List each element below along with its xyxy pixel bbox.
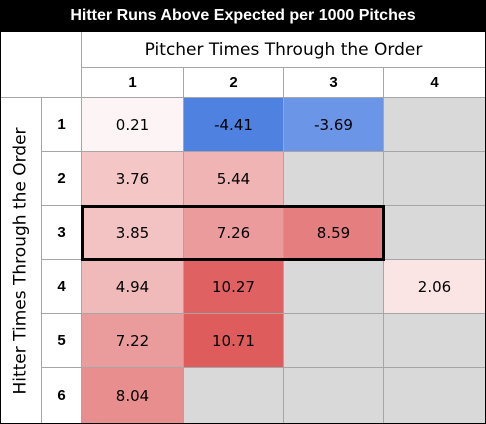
cell: 10.27 [184,260,284,314]
row-label: 2 [42,152,82,206]
cell: 3.76 [82,152,184,206]
cell [384,368,486,424]
cell: 10.71 [184,314,284,368]
cell: -4.41 [184,98,284,152]
cell [384,98,486,152]
column-label: 4 [384,68,486,98]
cell [284,368,384,424]
column-label: 3 [284,68,384,98]
cell [384,314,486,368]
column-label: 1 [82,68,184,98]
row-label: 6 [42,368,82,424]
cell [184,368,284,424]
row-label: 5 [42,314,82,368]
row-header-text: Hitter Times Through the Order [10,126,31,395]
column-label: 2 [184,68,284,98]
cell [384,206,486,260]
cell: 8.04 [82,368,184,424]
column-header: Pitcher Times Through the Order [82,32,486,68]
cell: 3.85 [82,206,184,260]
title: Hitter Runs Above Expected per 1000 Pitc… [0,0,486,32]
cell [384,152,486,206]
row-label: 3 [42,206,82,260]
cell: -3.69 [284,98,384,152]
cell: 7.26 [184,206,284,260]
corner [0,32,82,98]
cell [284,260,384,314]
cell: 7.22 [82,314,184,368]
cell [284,152,384,206]
row-label: 4 [42,260,82,314]
cell: 2.06 [384,260,486,314]
row-header: Hitter Times Through the Order [0,98,42,424]
cell: 5.44 [184,152,284,206]
row-label: 1 [42,98,82,152]
cell: 4.94 [82,260,184,314]
cell [284,314,384,368]
cell: 0.21 [82,98,184,152]
cell: 8.59 [284,206,384,260]
